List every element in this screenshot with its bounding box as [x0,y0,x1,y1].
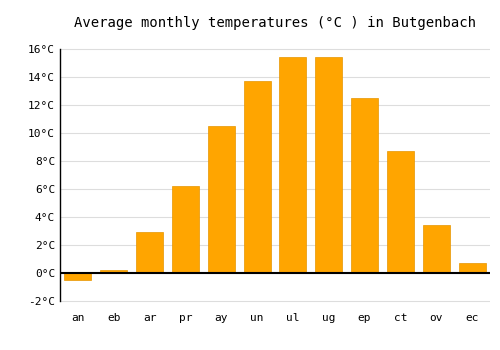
Bar [423,225,450,273]
Bar [208,126,234,273]
Bar [244,81,270,273]
Bar [280,57,306,273]
Bar [316,57,342,273]
Bar [64,273,92,280]
Title: Average monthly temperatures (°C ) in Butgenbach: Average monthly temperatures (°C ) in Bu… [74,16,476,30]
Bar [100,270,127,273]
Bar [172,186,199,273]
Bar [387,151,414,273]
Bar [351,98,378,273]
Bar [458,263,485,273]
Bar [136,232,163,273]
